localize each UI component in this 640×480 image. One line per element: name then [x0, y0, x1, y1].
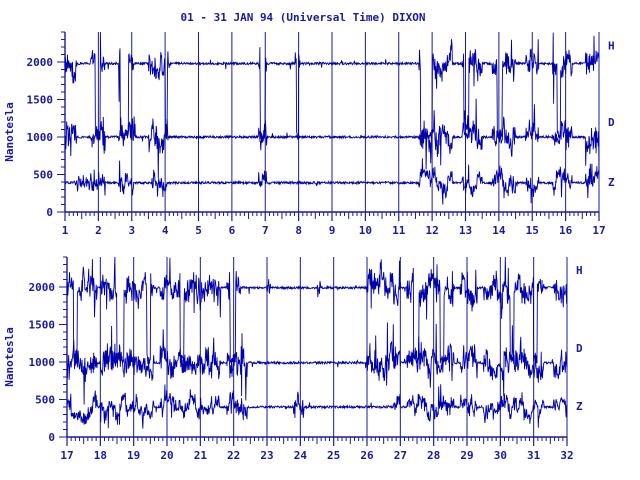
x-tick-label: 17	[60, 449, 73, 462]
x-tick-label: 19	[127, 449, 140, 462]
panel-days-17-32: Nanotesla 0 500 1000 1500 2000 17 18 19 20 21 22 23 2…	[3, 256, 583, 462]
x-tick-label: 14	[492, 224, 506, 237]
x-tick-label: 21	[194, 449, 208, 462]
x-tick-label: 8	[295, 224, 302, 237]
y-tick-label: 1500	[27, 94, 54, 107]
y-tick-label: 0	[46, 206, 53, 219]
x-tick-label: 32	[560, 449, 573, 462]
y-tick-label: 500	[35, 394, 55, 407]
x-tick-label: 30	[494, 449, 507, 462]
y-axis-label: Nanotesla	[3, 102, 16, 162]
x-tick-label: 2	[95, 224, 102, 237]
x-tick-label: 16	[559, 224, 573, 237]
series-line-h	[64, 31, 600, 141]
y-tick-label: 1500	[29, 319, 56, 332]
x-tick-label: 26	[360, 449, 374, 462]
x-tick-label: 27	[394, 449, 407, 462]
x-tick-label: 10	[359, 224, 372, 237]
x-tick-label: 4	[162, 224, 169, 237]
series-line-z	[66, 384, 568, 429]
x-tick-label: 17	[592, 224, 605, 237]
y-axis-label: Nanotesla	[3, 327, 16, 387]
x-tick-label: 29	[460, 449, 473, 462]
x-tick-label: 7	[262, 224, 269, 237]
x-tick-label: 18	[94, 449, 107, 462]
x-tick-label: 20	[160, 449, 173, 462]
x-tick-label: 24	[294, 449, 308, 462]
x-tick-label: 13	[459, 224, 472, 237]
series-label-d: D	[608, 116, 615, 129]
series-label-h: H	[608, 40, 615, 53]
series-label-d: D	[576, 342, 583, 355]
x-tick-label: 23	[260, 449, 273, 462]
y-tick-label: 0	[48, 431, 55, 444]
x-tick-label: 9	[329, 224, 336, 237]
series-label-z: Z	[608, 176, 615, 189]
chart-title: 01 - 31 JAN 94 (Universal Time) DIXON	[180, 11, 425, 24]
x-tick-label: 1	[62, 224, 69, 237]
series-label-h: H	[576, 264, 583, 277]
series-line-h	[66, 256, 568, 365]
x-tick-label: 15	[526, 224, 539, 237]
x-tick-label: 31	[527, 449, 541, 462]
x-tick-label: 25	[327, 449, 340, 462]
y-tick-label: 1000	[27, 131, 54, 144]
x-tick-label: 28	[427, 449, 440, 462]
x-tick-label: 3	[128, 224, 135, 237]
y-tick-label: 500	[33, 169, 53, 182]
series-line-d	[64, 98, 600, 179]
y-tick-label: 1000	[29, 356, 56, 369]
series-label-z: Z	[576, 400, 583, 413]
x-tick-label: 11	[392, 224, 406, 237]
x-tick-label: 22	[227, 449, 240, 462]
x-tick-label: 6	[229, 224, 236, 237]
x-tick-label: 12	[426, 224, 439, 237]
series-line-d	[66, 322, 568, 405]
x-tick-label: 5	[195, 224, 202, 237]
series-line-z	[64, 158, 600, 205]
y-tick-label: 2000	[27, 56, 54, 69]
y-tick-label: 2000	[29, 281, 56, 294]
